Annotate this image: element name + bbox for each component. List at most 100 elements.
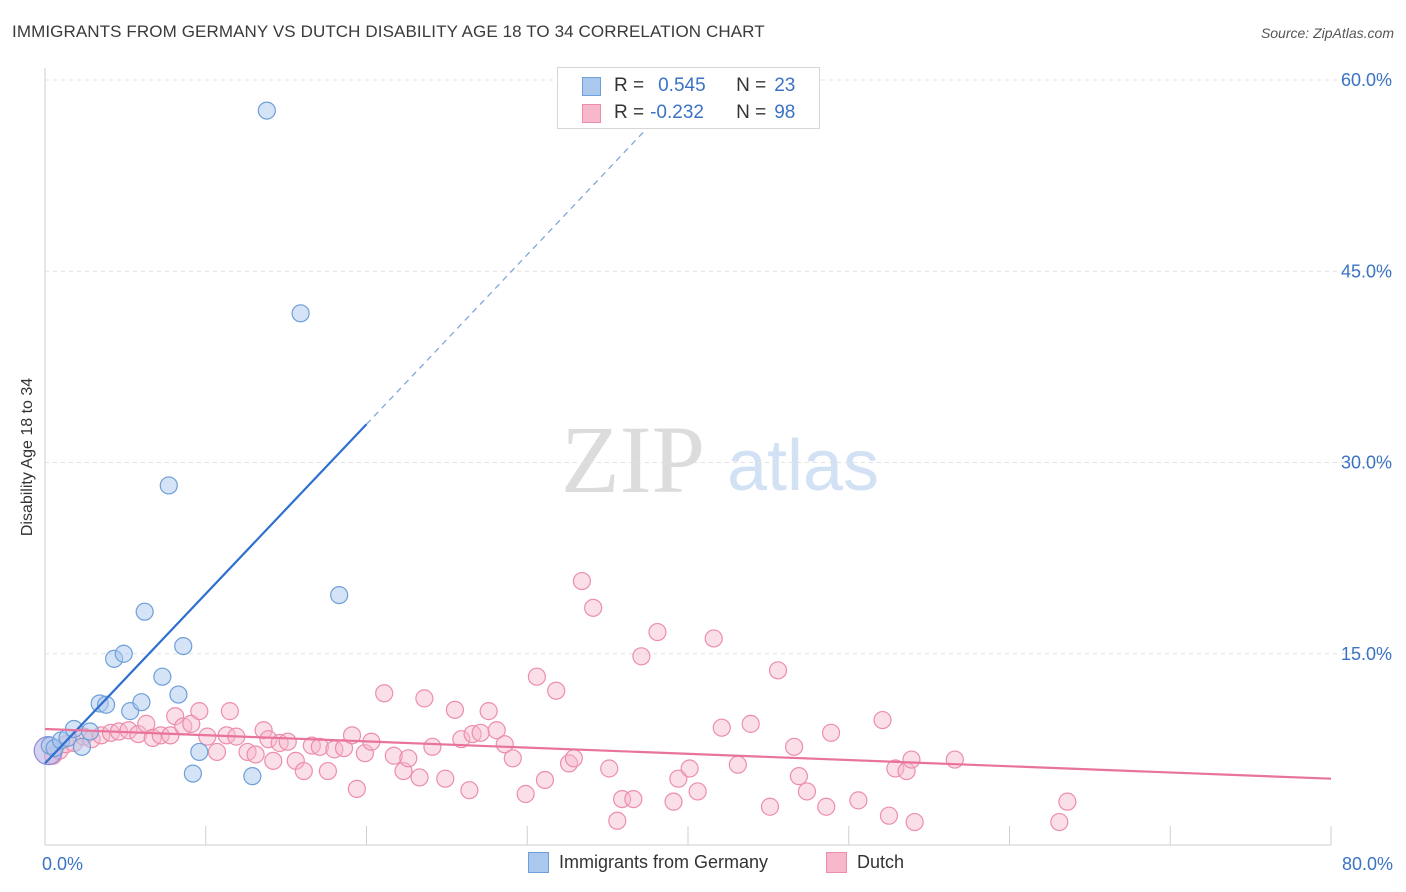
dutch-point: [760, 797, 780, 816]
germany-trend-extension: [366, 118, 657, 425]
dutch-point: [220, 702, 239, 721]
dutch-point: [190, 702, 209, 721]
dutch-point: [768, 661, 788, 680]
dutch-point: [849, 791, 868, 810]
chart-title: IMMIGRANTS FROM GERMANY VS DUTCH DISABIL…: [12, 22, 765, 41]
watermark-zip: ZIP: [561, 406, 705, 513]
dutch-point: [310, 737, 329, 756]
dutch-point: [584, 598, 603, 617]
dutch-point: [886, 759, 905, 778]
dutch-point: [902, 750, 921, 769]
legend-item-dutch: Dutch: [826, 852, 904, 873]
dutch-point: [608, 811, 627, 830]
dutch-point: [384, 746, 403, 765]
germany-swatch: [582, 76, 601, 96]
dutch-point: [471, 723, 490, 742]
dutch-point: [669, 769, 688, 788]
dutch-point: [423, 737, 442, 756]
dutch-point: [410, 768, 429, 787]
r-label: R =: [614, 102, 645, 123]
germany-point: [159, 476, 178, 495]
dutch-point: [728, 755, 747, 774]
dutch-point: [246, 745, 265, 764]
dutch-point: [632, 647, 651, 666]
dutch-point: [547, 681, 566, 700]
dutch-point: [479, 702, 498, 721]
dutch-point: [664, 792, 683, 811]
dutch-point: [879, 806, 899, 825]
r-label: R =: [614, 75, 645, 96]
x-tick-label: 80.0%: [1342, 854, 1393, 874]
dutch-point: [355, 744, 374, 763]
dutch-point: [741, 714, 760, 733]
dutch-point: [347, 779, 366, 799]
germany-point: [169, 685, 188, 704]
stats-row-dutch: R = -0.232 N = 98: [582, 101, 796, 125]
germany-point: [72, 737, 92, 756]
germany-point: [135, 602, 154, 621]
germany-points: [33, 101, 349, 786]
dutch-point: [487, 721, 506, 740]
dutch-point: [452, 730, 471, 749]
y-tick-label: 45.0%: [1341, 261, 1392, 281]
dutch-trend-line: [44, 727, 1332, 780]
dutch-point: [797, 782, 817, 801]
y-tick-label: 30.0%: [1341, 453, 1392, 473]
dutch-point: [375, 684, 394, 703]
stats-legend: R = 0.545 N = 23 R = -0.232 N = 98: [557, 67, 820, 129]
dutch-point: [259, 730, 278, 749]
dutch-point: [516, 784, 535, 804]
germany-legend-label: Immigrants from Germany: [559, 852, 769, 872]
y-tick-label: 15.0%: [1341, 644, 1392, 664]
dutch-point: [712, 718, 731, 737]
dutch-legend-swatch: [826, 852, 847, 873]
source-label: Source: ZipAtlas.com: [1260, 25, 1394, 41]
dutch-point: [278, 732, 297, 751]
germany-point: [190, 742, 209, 762]
dutch-point: [399, 749, 418, 768]
dutch-point: [207, 742, 227, 762]
germany-point: [96, 695, 116, 714]
dutch-point: [784, 737, 804, 756]
n-value: 23: [774, 75, 796, 96]
germany-point: [243, 767, 262, 786]
germany-point: [291, 304, 310, 323]
dutch-point: [1050, 812, 1069, 832]
dutch-point: [624, 789, 643, 809]
dutch-point: [318, 761, 338, 781]
axis-ticks: [205, 826, 1332, 845]
dutch-point: [119, 721, 138, 740]
dutch-point: [254, 721, 273, 740]
dutch-point: [445, 700, 465, 719]
germany-point: [132, 693, 151, 712]
dutch-point: [161, 726, 180, 745]
stats-row-germany: R = 0.545 N = 23: [582, 74, 796, 98]
dutch-point: [704, 629, 723, 648]
germany-trend-line: [44, 423, 368, 765]
dutch-point: [294, 761, 313, 781]
germany-point: [257, 101, 276, 120]
dutch-point: [905, 812, 924, 832]
dutch-point: [821, 723, 841, 742]
y-tick-label: 60.0%: [1341, 70, 1392, 90]
dutch-point: [572, 571, 592, 591]
dutch-point: [264, 751, 283, 770]
n-value: 98: [774, 102, 796, 123]
dutch-point: [503, 749, 522, 768]
dutch-point: [415, 689, 434, 708]
legend-item-germany: Immigrants from Germany: [528, 852, 768, 873]
germany-point: [330, 585, 349, 605]
dutch-point: [945, 750, 964, 769]
dutch-swatch: [582, 103, 601, 123]
watermark-atlas: atlas: [727, 426, 879, 506]
dutch-point: [527, 667, 546, 686]
dutch-legend-label: Dutch: [857, 852, 905, 872]
germany-legend-swatch: [528, 852, 549, 873]
dutch-point: [564, 749, 583, 768]
x-tick-label: 0.0%: [42, 854, 83, 874]
germany-point: [174, 636, 193, 656]
n-label: N =: [736, 75, 767, 96]
germany-point: [183, 764, 202, 783]
gridlines: [45, 79, 1391, 655]
germany-point: [153, 667, 172, 686]
